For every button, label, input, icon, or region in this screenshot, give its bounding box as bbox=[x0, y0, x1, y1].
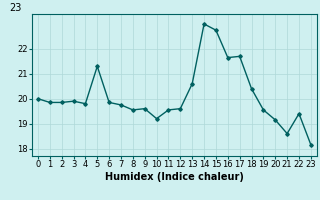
X-axis label: Humidex (Indice chaleur): Humidex (Indice chaleur) bbox=[105, 172, 244, 182]
Text: 23: 23 bbox=[9, 3, 21, 13]
